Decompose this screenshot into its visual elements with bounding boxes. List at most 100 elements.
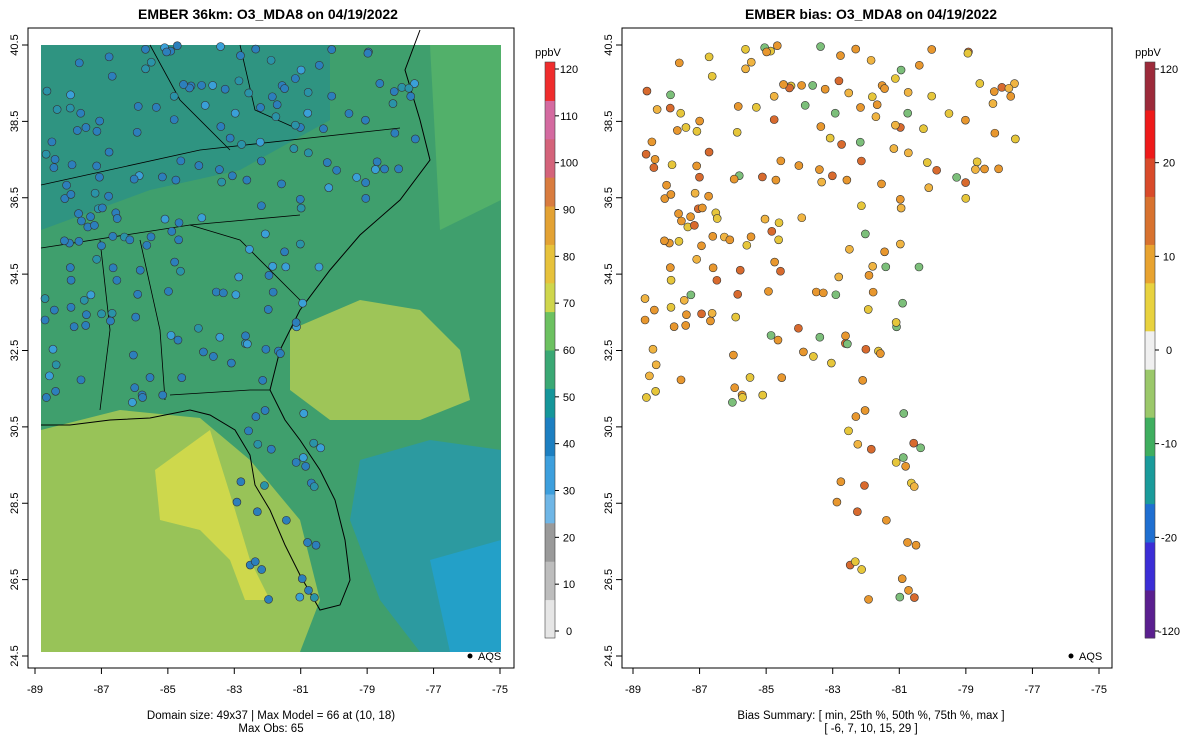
x-tick-label: -77 <box>1024 684 1040 696</box>
colorbar-segment <box>1145 62 1155 73</box>
state-line <box>149 44 231 151</box>
colorbar-segment <box>1145 513 1155 524</box>
site-marker <box>197 213 207 223</box>
colorbar-tick-label: 120 <box>560 64 578 76</box>
site-marker <box>397 83 407 92</box>
site-marker <box>794 323 803 333</box>
colorbar-unit: ppbV <box>1135 47 1161 59</box>
site-marker <box>841 331 850 341</box>
colorbar-tick-label: -20 <box>1161 532 1177 544</box>
colorbar-tick-label: 40 <box>563 439 575 451</box>
site-marker <box>692 161 701 171</box>
site-marker <box>158 390 168 400</box>
site-marker <box>797 213 807 223</box>
site-marker <box>817 177 826 187</box>
site-marker <box>82 310 91 319</box>
site-marker <box>67 160 77 170</box>
bias-sites <box>640 41 1020 604</box>
colorbar-segment <box>545 561 555 572</box>
colorbar-segment <box>545 71 555 82</box>
site-marker <box>197 81 206 90</box>
site-marker <box>752 103 761 112</box>
site-marker <box>244 88 254 98</box>
site-marker <box>361 194 371 203</box>
site-marker <box>145 373 155 382</box>
site-marker <box>910 593 919 602</box>
y-tick-label: 26.5 <box>603 569 615 590</box>
site-marker <box>692 126 702 136</box>
site-marker <box>853 439 863 449</box>
site-marker <box>92 161 101 171</box>
y-tick-label: 30.5 <box>603 416 615 437</box>
x-tick-label: -83 <box>825 684 841 696</box>
colorbar-segment <box>1145 350 1155 361</box>
site-marker <box>167 227 177 236</box>
site-marker <box>230 108 240 118</box>
site-marker <box>309 438 318 448</box>
colorbar-segment <box>1145 311 1155 322</box>
y-tick-label: 30.5 <box>9 416 21 437</box>
colorbar-segment <box>545 90 555 101</box>
site-marker <box>904 148 913 158</box>
colorbar-segment <box>545 522 555 533</box>
y-tick-label: 32.5 <box>603 340 615 361</box>
model-field-raster <box>41 45 501 652</box>
site-marker <box>264 271 274 280</box>
colorbar-segment <box>545 474 555 485</box>
site-marker <box>880 84 889 93</box>
site-marker <box>74 209 83 218</box>
site-marker <box>107 308 117 318</box>
site-marker <box>194 161 204 170</box>
colorbar-tick-label: 30 <box>563 486 575 498</box>
site-marker <box>876 349 885 358</box>
site-marker <box>652 105 662 114</box>
y-tick-label: 36.5 <box>603 187 615 208</box>
site-marker <box>108 232 118 241</box>
x-tick-label: -89 <box>625 684 641 696</box>
site-marker <box>820 84 830 94</box>
site-marker <box>758 390 768 400</box>
coastline <box>41 29 431 611</box>
site-marker <box>891 120 900 130</box>
colorbar-segment <box>1145 138 1155 149</box>
colorbar-segment <box>1145 522 1155 533</box>
site-marker <box>677 216 686 226</box>
site-marker <box>208 81 217 90</box>
colorbar-segment <box>1145 378 1155 389</box>
site-marker <box>108 263 118 273</box>
site-marker <box>746 232 756 242</box>
field-high-atlantic <box>290 300 470 420</box>
site-marker <box>74 58 84 68</box>
site-marker <box>291 318 301 327</box>
site-marker <box>327 45 337 54</box>
site-marker <box>896 203 906 213</box>
site-marker <box>76 108 86 118</box>
site-marker <box>42 86 52 96</box>
colorbar-segment <box>545 628 555 639</box>
y-tick-label: 28.5 <box>603 493 615 514</box>
site-marker <box>169 115 179 124</box>
site-marker <box>260 406 270 415</box>
aqs-marker-icon <box>467 653 473 659</box>
bias-summary: Bias Summary: [ min, 25th %, 50th %, 75t… <box>737 710 1004 736</box>
site-marker <box>889 144 899 153</box>
colorbar-segment <box>1145 618 1155 629</box>
site-marker <box>909 438 918 448</box>
colorbar-segment <box>1145 426 1155 437</box>
site-marker <box>776 156 786 166</box>
site-marker <box>730 383 739 393</box>
site-marker <box>698 203 707 213</box>
site-marker <box>772 41 782 50</box>
site-marker <box>762 47 771 57</box>
site-marker <box>215 332 225 342</box>
colorbar-segment <box>1145 177 1155 188</box>
site-marker <box>173 335 183 345</box>
site-marker <box>690 188 700 198</box>
site-marker <box>319 124 328 134</box>
site-marker <box>832 497 842 507</box>
site-marker <box>50 155 60 164</box>
colorbar-segment <box>1145 292 1155 303</box>
colorbar-segment <box>545 455 555 466</box>
site-marker <box>324 183 334 192</box>
site-marker <box>90 221 99 230</box>
